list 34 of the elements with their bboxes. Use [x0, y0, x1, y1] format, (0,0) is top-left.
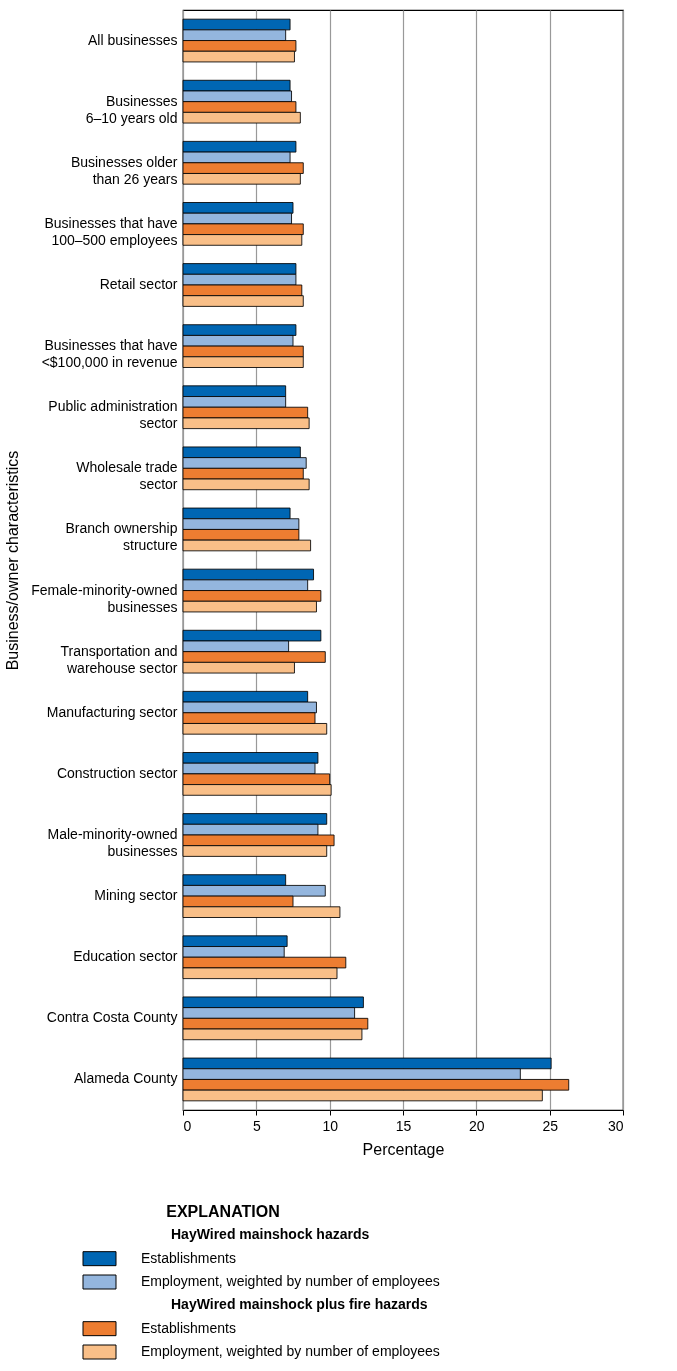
- legend-label: Establishments: [141, 1249, 236, 1266]
- y-tick-label: Female-minority-owned businesses: [31, 581, 178, 615]
- x-tick-label: 25: [542, 1117, 559, 1134]
- legend-label: Establishments: [141, 1319, 236, 1336]
- y-tick-label: Transportation and warehouse sector: [60, 642, 178, 676]
- y-tick-label: Education sector: [73, 948, 178, 965]
- x-tick-label: 15: [395, 1117, 412, 1134]
- x-axis-title: Percentage: [362, 1140, 445, 1158]
- y-tick-label: Branch ownership structure: [65, 520, 178, 554]
- text: HayWired mainshock hazards: [171, 1226, 370, 1243]
- x-tick-label: 5: [252, 1117, 261, 1134]
- legend-label: Employment, weighted by number of employees: [141, 1273, 440, 1289]
- y-tick-label: Mining sector: [94, 887, 178, 904]
- y-tick-label: Businesses that have <$100,000 in revenue: [41, 337, 178, 371]
- y-tick-label: Retail sector: [99, 276, 178, 292]
- y-axis-title: Business/owner characteristics: [4, 450, 22, 671]
- x-tick-label: 0: [183, 1117, 192, 1134]
- y-tick-label: Businesses that have 100–500 employees: [44, 214, 178, 248]
- y-tick-label: Contra Costa County: [46, 1009, 178, 1026]
- y-tick-label: Wholesale trade sector: [76, 459, 178, 493]
- legend-title: EXPLANATION: [166, 1203, 280, 1220]
- y-tick-label: Construction sector: [56, 764, 178, 781]
- x-tick-label: 20: [469, 1117, 485, 1134]
- y-tick-label: Male-minority-owned businesses: [47, 826, 178, 859]
- y-tick-label: Businesses 6–10 years old: [85, 92, 178, 126]
- y-tick-label: Alameda County: [73, 1070, 178, 1087]
- text: HayWired mainshock plus fire hazards: [171, 1296, 428, 1313]
- x-tick-label: 10: [322, 1117, 339, 1134]
- y-tick-label: Manufacturing sector: [46, 703, 178, 720]
- x-tick-label: 30: [607, 1117, 624, 1134]
- y-tick-label: Public administration sector: [48, 398, 178, 432]
- legend-label: Employment, weighted by number of employees: [141, 1343, 440, 1359]
- y-tick-label: All businesses: [88, 31, 178, 48]
- y-tick-label: Businesses older than 26 years: [70, 153, 178, 187]
